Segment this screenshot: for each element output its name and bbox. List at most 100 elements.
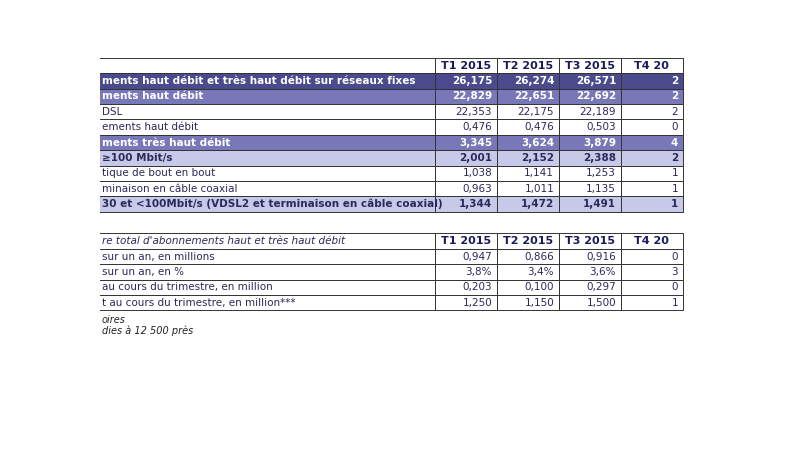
Text: 0,963: 0,963 <box>462 184 492 194</box>
Bar <box>435 89 497 104</box>
Bar <box>621 150 683 166</box>
Text: 30 et <100Mbit/s (VDSL2 et terminaison en câble coaxial): 30 et <100Mbit/s (VDSL2 et terminaison e… <box>102 199 442 209</box>
Bar <box>497 150 558 166</box>
Text: 1,150: 1,150 <box>525 298 554 308</box>
Text: 22,353: 22,353 <box>456 107 492 117</box>
Bar <box>435 181 497 197</box>
Bar <box>497 166 558 181</box>
Text: 0,297: 0,297 <box>586 282 616 292</box>
Bar <box>34 166 435 181</box>
Text: T3 2015: T3 2015 <box>565 236 614 246</box>
Text: ≥100 Mbit/s: ≥100 Mbit/s <box>102 153 172 163</box>
Text: oires: oires <box>102 315 126 325</box>
Bar <box>497 181 558 197</box>
Bar <box>558 150 621 166</box>
Bar <box>34 295 435 310</box>
Bar <box>435 264 497 279</box>
Text: 1,500: 1,500 <box>586 298 616 308</box>
Text: 1,011: 1,011 <box>525 184 554 194</box>
Bar <box>558 295 621 310</box>
Text: 26,175: 26,175 <box>452 76 492 86</box>
Text: minaison en câble coaxial: minaison en câble coaxial <box>102 184 237 194</box>
Bar <box>34 58 435 73</box>
Bar <box>497 135 558 150</box>
Text: 0,947: 0,947 <box>462 252 492 261</box>
Bar <box>34 264 435 279</box>
Bar <box>34 249 435 264</box>
Bar <box>621 104 683 119</box>
Bar <box>435 295 497 310</box>
Text: 0: 0 <box>672 282 678 292</box>
Bar <box>621 249 683 264</box>
Bar <box>558 119 621 135</box>
Bar <box>558 249 621 264</box>
Bar <box>497 234 558 249</box>
Text: DSL: DSL <box>102 107 122 117</box>
Bar <box>621 295 683 310</box>
Text: ements haut débit: ements haut débit <box>102 122 198 132</box>
Bar <box>558 73 621 89</box>
Bar <box>558 181 621 197</box>
Text: 0,476: 0,476 <box>525 122 554 132</box>
Text: tique de bout en bout: tique de bout en bout <box>102 168 214 178</box>
Text: sur un an, en millions: sur un an, en millions <box>102 252 214 261</box>
Text: T4 20: T4 20 <box>634 236 670 246</box>
Text: 1,344: 1,344 <box>459 199 492 209</box>
Bar <box>621 234 683 249</box>
Bar <box>621 73 683 89</box>
Bar <box>497 264 558 279</box>
Text: 3,879: 3,879 <box>583 138 616 148</box>
Bar <box>435 58 497 73</box>
Text: 26,571: 26,571 <box>576 76 616 86</box>
Text: 0: 0 <box>672 252 678 261</box>
Text: re total d'abonnements haut et très haut débit: re total d'abonnements haut et très haut… <box>102 236 345 246</box>
Text: 22,829: 22,829 <box>452 91 492 101</box>
Bar <box>435 104 497 119</box>
Bar <box>621 264 683 279</box>
Text: 2,388: 2,388 <box>583 153 616 163</box>
Text: 1,135: 1,135 <box>586 184 616 194</box>
Bar <box>621 119 683 135</box>
Text: 2: 2 <box>671 76 678 86</box>
Text: 0,503: 0,503 <box>586 122 616 132</box>
Text: 2,152: 2,152 <box>521 153 554 163</box>
Text: 22,175: 22,175 <box>518 107 554 117</box>
Bar <box>497 58 558 73</box>
Text: 0: 0 <box>672 122 678 132</box>
Bar <box>435 119 497 135</box>
Bar <box>558 234 621 249</box>
Bar <box>34 197 435 212</box>
Text: T1 2015: T1 2015 <box>441 61 491 71</box>
Bar <box>435 249 497 264</box>
Text: 1,038: 1,038 <box>462 168 492 178</box>
Bar <box>497 73 558 89</box>
Text: 1,253: 1,253 <box>586 168 616 178</box>
Text: ments très haut débit: ments très haut débit <box>102 138 230 148</box>
Bar <box>621 197 683 212</box>
Bar <box>435 150 497 166</box>
Bar <box>558 264 621 279</box>
Bar <box>558 135 621 150</box>
Bar <box>621 181 683 197</box>
Bar <box>497 89 558 104</box>
Bar <box>34 135 435 150</box>
Text: ments haut débit: ments haut débit <box>102 91 203 101</box>
Bar <box>435 234 497 249</box>
Bar <box>435 73 497 89</box>
Text: 1,141: 1,141 <box>524 168 554 178</box>
Bar <box>558 58 621 73</box>
Bar <box>621 279 683 295</box>
Bar <box>621 135 683 150</box>
Text: 0,100: 0,100 <box>525 282 554 292</box>
Text: 1,250: 1,250 <box>462 298 492 308</box>
Bar <box>497 249 558 264</box>
Text: 1: 1 <box>671 184 678 194</box>
Text: T2 2015: T2 2015 <box>502 236 553 246</box>
Bar <box>621 166 683 181</box>
Text: dies à 12 500 près: dies à 12 500 près <box>102 326 193 336</box>
Bar <box>497 197 558 212</box>
Text: 1: 1 <box>671 199 678 209</box>
Bar <box>558 279 621 295</box>
Text: T1 2015: T1 2015 <box>441 236 491 246</box>
Text: 22,189: 22,189 <box>580 107 616 117</box>
